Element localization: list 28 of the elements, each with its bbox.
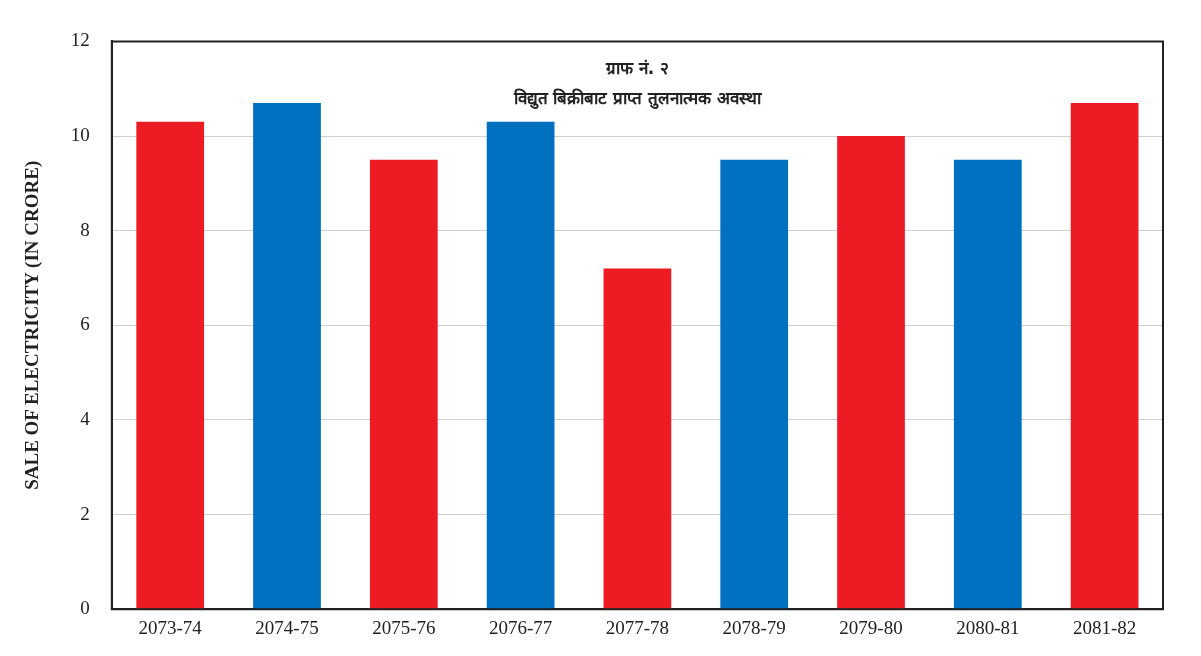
x-tick-label: 2073-74 — [138, 616, 203, 638]
x-tick-label: 2076-77 — [488, 616, 553, 638]
y-tick-label: 2 — [80, 502, 90, 524]
text: विद्युत बिक्रीबाट प्राप्त तुलनात्मक अवस्था — [512, 87, 763, 109]
y-tick-label: 4 — [80, 407, 91, 429]
bar — [486, 121, 555, 609]
y-tick-label: 12 — [70, 29, 90, 51]
x-tick-label: 2074-75 — [255, 616, 319, 638]
bar — [1070, 102, 1139, 609]
x-tick-label: 2075-76 — [372, 616, 436, 638]
y-tick-label: 10 — [70, 124, 90, 146]
x-tick-label: 2081-82 — [1072, 616, 1137, 638]
x-tick-label: 2080-81 — [956, 616, 1020, 638]
bar — [253, 102, 321, 609]
x-tick-label: 2078-79 — [722, 616, 786, 638]
bar — [136, 121, 205, 609]
text: ग्राफ नं. २ — [604, 57, 670, 78]
y-axis-title: SALE OF ELECTRICITY (IN CRORE) — [21, 160, 44, 490]
y-tick-label: 6 — [80, 313, 90, 335]
y-tick-label: 8 — [80, 218, 90, 240]
bar — [953, 159, 1022, 609]
y-tick-label: 0 — [80, 597, 90, 619]
bar — [603, 268, 672, 609]
bar — [720, 159, 789, 609]
x-tick-label: 2077-78 — [605, 616, 670, 638]
bar — [369, 159, 438, 609]
bar — [837, 136, 905, 609]
x-tick-label: 2079-80 — [839, 616, 903, 638]
